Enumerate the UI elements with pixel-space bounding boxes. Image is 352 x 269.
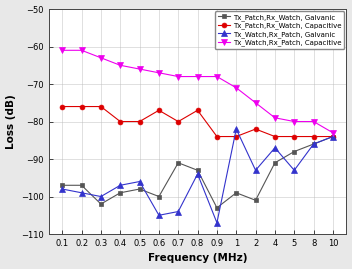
Tx_Patch,Rx_Watch, Capacitive bbox=[292, 135, 296, 138]
Tx_Watch,Rx_Patch, Galvanic bbox=[292, 169, 296, 172]
Tx_Patch,Rx_Watch, Capacitive bbox=[138, 120, 142, 123]
Tx_Watch,Rx_Patch, Galvanic bbox=[157, 214, 161, 217]
Tx_Patch,Rx_Watch, Capacitive bbox=[80, 105, 84, 108]
Line: Tx_Patch,Rx_Watch, Capacitive: Tx_Patch,Rx_Watch, Capacitive bbox=[60, 104, 335, 139]
Tx_Watch,Rx_Patch, Capacitive bbox=[60, 49, 64, 52]
Tx_Watch,Rx_Patch, Capacitive bbox=[331, 131, 335, 134]
Tx_Patch,Rx_Watch, Capacitive bbox=[312, 135, 316, 138]
Tx_Watch,Rx_Patch, Galvanic bbox=[60, 187, 64, 191]
Tx_Patch,Rx_Watch, Galvanic bbox=[60, 184, 64, 187]
Legend: Tx_Patch,Rx_Watch, Galvanic, Tx_Patch,Rx_Watch, Capacitive, Tx_Watch,Rx_Patch, G: Tx_Patch,Rx_Watch, Galvanic, Tx_Patch,Rx… bbox=[215, 11, 344, 49]
Tx_Watch,Rx_Patch, Capacitive bbox=[234, 86, 238, 89]
Tx_Patch,Rx_Watch, Capacitive bbox=[118, 120, 122, 123]
Tx_Watch,Rx_Patch, Galvanic bbox=[273, 146, 277, 149]
Tx_Patch,Rx_Watch, Galvanic bbox=[80, 184, 84, 187]
Tx_Patch,Rx_Watch, Capacitive bbox=[157, 109, 161, 112]
Tx_Watch,Rx_Patch, Capacitive bbox=[176, 75, 180, 78]
Tx_Watch,Rx_Patch, Capacitive bbox=[253, 101, 258, 104]
Tx_Patch,Rx_Watch, Capacitive bbox=[176, 120, 180, 123]
Tx_Patch,Rx_Watch, Capacitive bbox=[195, 109, 200, 112]
Tx_Patch,Rx_Watch, Capacitive bbox=[60, 105, 64, 108]
Tx_Patch,Rx_Watch, Galvanic bbox=[118, 191, 122, 194]
Tx_Watch,Rx_Patch, Galvanic bbox=[138, 180, 142, 183]
Tx_Patch,Rx_Watch, Galvanic bbox=[176, 161, 180, 164]
Tx_Watch,Rx_Patch, Capacitive bbox=[138, 68, 142, 71]
Tx_Patch,Rx_Watch, Galvanic bbox=[138, 187, 142, 191]
Tx_Watch,Rx_Patch, Galvanic bbox=[118, 184, 122, 187]
Tx_Watch,Rx_Patch, Galvanic bbox=[234, 128, 238, 131]
Tx_Watch,Rx_Patch, Capacitive bbox=[118, 64, 122, 67]
Tx_Patch,Rx_Watch, Galvanic bbox=[331, 135, 335, 138]
Tx_Patch,Rx_Watch, Capacitive bbox=[253, 128, 258, 131]
Tx_Patch,Rx_Watch, Capacitive bbox=[215, 135, 219, 138]
Tx_Patch,Rx_Watch, Capacitive bbox=[99, 105, 103, 108]
Tx_Watch,Rx_Patch, Capacitive bbox=[215, 75, 219, 78]
Tx_Watch,Rx_Patch, Capacitive bbox=[292, 120, 296, 123]
Tx_Watch,Rx_Patch, Capacitive bbox=[312, 120, 316, 123]
Tx_Watch,Rx_Patch, Galvanic bbox=[215, 221, 219, 224]
Tx_Patch,Rx_Watch, Capacitive bbox=[273, 135, 277, 138]
Tx_Patch,Rx_Watch, Galvanic bbox=[195, 169, 200, 172]
Tx_Watch,Rx_Patch, Galvanic bbox=[99, 195, 103, 198]
Tx_Patch,Rx_Watch, Galvanic bbox=[312, 142, 316, 146]
Tx_Patch,Rx_Watch, Galvanic bbox=[157, 195, 161, 198]
Y-axis label: Loss (dB): Loss (dB) bbox=[6, 94, 15, 149]
X-axis label: Frequency (MHz): Frequency (MHz) bbox=[148, 253, 247, 263]
Tx_Watch,Rx_Patch, Galvanic bbox=[253, 169, 258, 172]
Tx_Watch,Rx_Patch, Galvanic bbox=[312, 142, 316, 146]
Line: Tx_Patch,Rx_Watch, Galvanic: Tx_Patch,Rx_Watch, Galvanic bbox=[60, 134, 335, 210]
Tx_Patch,Rx_Watch, Galvanic bbox=[234, 191, 238, 194]
Tx_Patch,Rx_Watch, Galvanic bbox=[273, 161, 277, 164]
Tx_Watch,Rx_Patch, Galvanic bbox=[331, 135, 335, 138]
Line: Tx_Watch,Rx_Patch, Capacitive: Tx_Watch,Rx_Patch, Capacitive bbox=[59, 48, 336, 136]
Tx_Patch,Rx_Watch, Galvanic bbox=[253, 199, 258, 202]
Tx_Watch,Rx_Patch, Capacitive bbox=[80, 49, 84, 52]
Tx_Watch,Rx_Patch, Capacitive bbox=[157, 71, 161, 75]
Tx_Watch,Rx_Patch, Capacitive bbox=[195, 75, 200, 78]
Line: Tx_Watch,Rx_Patch, Galvanic: Tx_Watch,Rx_Patch, Galvanic bbox=[59, 126, 336, 226]
Tx_Patch,Rx_Watch, Galvanic bbox=[215, 206, 219, 209]
Tx_Patch,Rx_Watch, Capacitive bbox=[234, 135, 238, 138]
Tx_Watch,Rx_Patch, Capacitive bbox=[273, 116, 277, 119]
Tx_Watch,Rx_Patch, Galvanic bbox=[80, 191, 84, 194]
Tx_Patch,Rx_Watch, Galvanic bbox=[99, 202, 103, 206]
Tx_Watch,Rx_Patch, Capacitive bbox=[99, 56, 103, 59]
Tx_Watch,Rx_Patch, Galvanic bbox=[176, 210, 180, 213]
Tx_Watch,Rx_Patch, Galvanic bbox=[195, 172, 200, 176]
Tx_Patch,Rx_Watch, Galvanic bbox=[292, 150, 296, 153]
Tx_Patch,Rx_Watch, Capacitive bbox=[331, 135, 335, 138]
